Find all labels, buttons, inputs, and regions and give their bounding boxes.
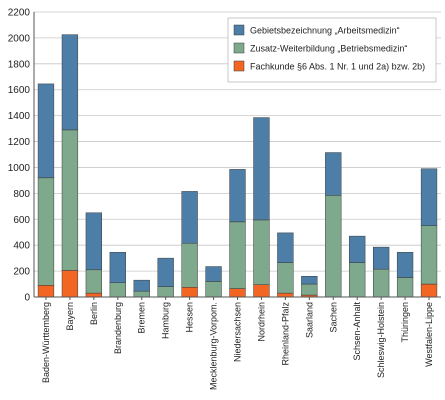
bar-segment <box>253 219 270 285</box>
bar-segment <box>277 232 294 263</box>
bar-segment <box>109 282 126 298</box>
x-category-label: Schsen-Anhalt <box>352 302 362 361</box>
bar-segment <box>420 283 438 298</box>
y-tick-label: 0 <box>24 293 30 304</box>
y-tick-label: 2000 <box>8 33 31 44</box>
bar-segment <box>85 269 103 294</box>
y-tick-label: 800 <box>13 189 30 200</box>
x-category-label: Hamburg <box>161 302 171 339</box>
bar-segment <box>157 257 174 287</box>
x-category-label: Bayern <box>65 302 75 331</box>
y-tick-label: 1000 <box>8 163 31 174</box>
x-category-label: Hessen <box>185 302 195 333</box>
bars <box>37 34 438 298</box>
bar-segment <box>205 281 222 298</box>
bar-segment <box>420 168 438 226</box>
bar-segment <box>181 191 198 244</box>
legend-entry-label: Fachkunde §6 Abs. 1 Nr. 1 und 2a) bzw. 2… <box>250 62 425 72</box>
legend-entry-label: Gebietsbezeichnung „Arbeitsmedizin“ <box>250 26 400 36</box>
legend-entry-label: Zusatz-Weiterbildung „Betriebsmedizin“ <box>250 44 407 54</box>
x-category-label: Niedersachsen <box>233 302 243 362</box>
bar-segment <box>325 152 342 196</box>
x-category-label: Bremen <box>137 302 147 334</box>
bar-segment <box>61 129 79 271</box>
bar-segment <box>349 235 366 263</box>
legend-swatch <box>233 60 245 72</box>
bar-segment <box>253 117 270 221</box>
bar-segment <box>133 290 150 298</box>
bar-segment <box>181 287 198 298</box>
y-tick-label: 1600 <box>8 85 31 96</box>
bar-segment <box>349 262 366 298</box>
bar-segment <box>37 83 55 179</box>
x-category-labels: Baden-Württemberg Bayern Berlin Brandenburg… <box>41 302 434 391</box>
legend-swatch <box>233 42 245 54</box>
x-category-label: Sachen <box>328 302 338 333</box>
bar-segment <box>396 277 414 298</box>
bar-segment <box>37 285 55 298</box>
y-tick-label: 600 <box>13 215 30 226</box>
legend-swatch <box>233 24 245 36</box>
x-category-label: Mecklenburg-Vorpom. <box>209 302 219 390</box>
x-category-label: Saarland <box>304 302 314 338</box>
y-tick-label: 1800 <box>8 59 31 70</box>
x-category-label: Nordrhein <box>256 302 266 342</box>
bar-segment <box>229 288 246 298</box>
bar-segment <box>181 242 198 288</box>
bar-segment <box>37 177 55 286</box>
axes <box>33 12 441 300</box>
bar-segment <box>85 292 103 298</box>
bar-segment <box>85 212 103 271</box>
legend: Gebietsbezeichnung „Arbeitsmedizin“ Zusat… <box>227 17 437 83</box>
y-tick-label: 1400 <box>8 111 31 122</box>
bar-segment <box>61 270 79 298</box>
x-category-label: Rheinland-Pfalz <box>280 302 290 366</box>
legend-box <box>227 17 437 83</box>
bar-segment <box>372 246 390 270</box>
bar-segment <box>325 195 342 298</box>
x-category-label: Berlin <box>89 302 99 325</box>
bar-segment <box>301 276 318 285</box>
bar-segment <box>109 252 126 284</box>
bar-segment <box>277 292 294 298</box>
bar-segment <box>133 279 150 292</box>
bar-segment <box>157 286 174 298</box>
bar-segment <box>253 284 270 298</box>
y-tick-label: 200 <box>13 267 30 278</box>
bar-segment <box>205 266 222 282</box>
bar-segment <box>301 283 318 296</box>
bar-segment <box>420 225 438 285</box>
y-tick-label: 2200 <box>8 8 31 19</box>
x-category-label: Baden-Württemberg <box>41 302 51 383</box>
bar-segment <box>61 34 79 131</box>
x-category-label: Brandenburg <box>113 302 123 354</box>
x-category-label: Schleswig-Holstein <box>376 302 386 378</box>
x-category-label: Westfalen-Lippe <box>424 302 434 367</box>
bar-segment <box>396 252 414 278</box>
x-category-label: Thüringen <box>400 302 410 343</box>
y-tick-labels: 0 200 400 600 800 1000 1200 1400 1600 1800 2000 220… <box>8 8 31 304</box>
bar-segment <box>229 169 246 223</box>
y-tick-label: 400 <box>13 241 30 252</box>
y-tick-label: 1200 <box>8 137 31 148</box>
bar-segment <box>277 262 294 294</box>
bar-segment <box>372 268 390 298</box>
bar-segment <box>229 221 246 289</box>
